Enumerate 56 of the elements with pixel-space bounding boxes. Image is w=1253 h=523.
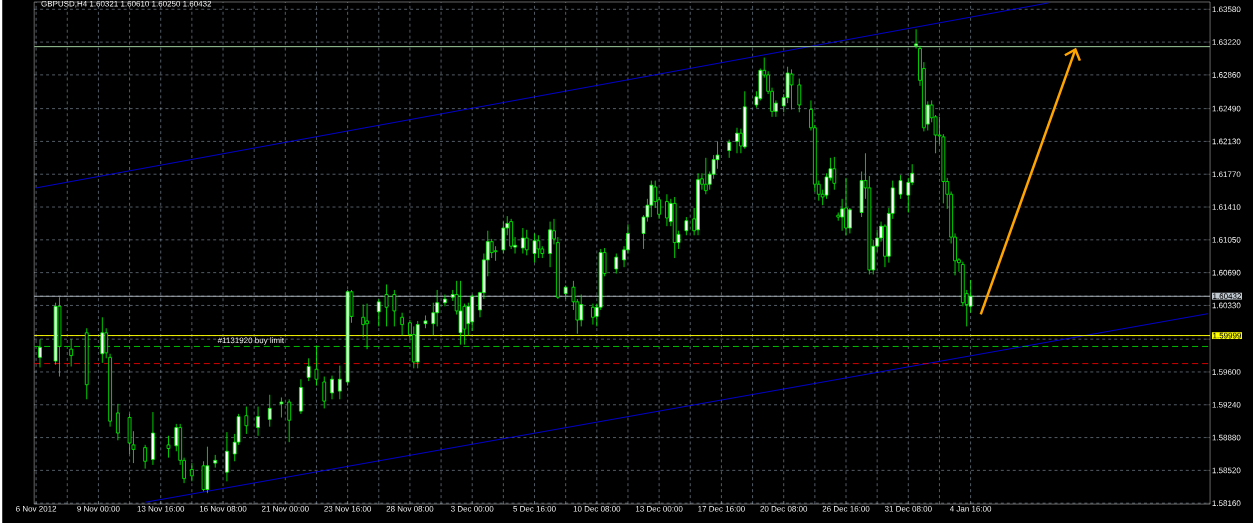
candlestick	[337, 365, 342, 400]
candlestick	[190, 462, 194, 482]
candlestick	[143, 444, 148, 469]
candlestick	[493, 245, 498, 262]
candlestick	[458, 280, 463, 345]
candlestick	[166, 435, 171, 458]
candlestick	[844, 177, 848, 236]
candlestick	[376, 298, 381, 327]
candlestick	[848, 207, 852, 234]
candlestick	[322, 376, 327, 409]
candlestick	[256, 406, 260, 437]
candlestick	[330, 375, 334, 400]
candlestick	[205, 446, 210, 494]
candlestick	[614, 253, 619, 274]
candlestick	[906, 177, 911, 213]
candlestick	[225, 431, 229, 482]
candlestick	[524, 229, 529, 256]
candlestick	[520, 227, 525, 254]
candlestick	[392, 289, 397, 327]
candlestick	[244, 406, 249, 435]
candlestick	[213, 454, 218, 469]
candlestick	[703, 157, 708, 195]
candlestick	[299, 378, 303, 415]
candlestick	[832, 156, 837, 191]
candlestick	[287, 398, 292, 443]
candlestick	[532, 233, 537, 263]
candlestick	[443, 294, 447, 307]
candlestick	[365, 303, 369, 350]
candlestick	[400, 312, 404, 336]
candlestick	[201, 460, 206, 492]
candlestick	[423, 315, 428, 329]
candlestick	[431, 302, 436, 336]
candlestick	[684, 216, 689, 236]
candlestick	[840, 198, 844, 232]
candlestick	[69, 338, 74, 367]
candlestick	[267, 394, 272, 428]
candlestick	[665, 193, 669, 227]
candlestick	[384, 284, 389, 327]
candlestick	[789, 69, 794, 110]
candlestick	[100, 316, 105, 364]
candlestick	[579, 294, 584, 327]
candlestick	[306, 357, 311, 382]
candlestick	[735, 127, 739, 154]
candlestick	[548, 221, 552, 268]
candlestick	[279, 397, 284, 418]
candlestick	[501, 221, 506, 254]
candlestick	[591, 303, 595, 325]
candlestick	[116, 403, 120, 441]
candlestick	[314, 345, 319, 386]
candlestick	[898, 174, 903, 200]
candlestick	[727, 139, 732, 159]
candlestick	[914, 28, 918, 49]
candlestick	[489, 238, 494, 259]
candlestick	[797, 78, 802, 113]
candlestick	[649, 180, 654, 218]
candlestick	[38, 338, 42, 368]
